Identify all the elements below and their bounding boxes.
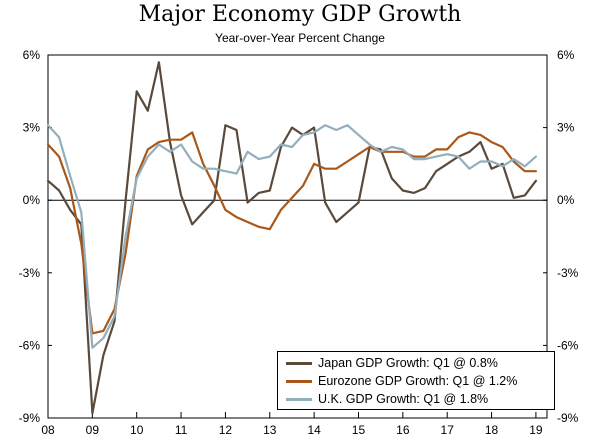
legend-item-japan: Japan GDP Growth: Q1 @ 0.8% [286,354,554,372]
x-tick-label: 08 [41,423,55,437]
y-tick-label-right: 0% [557,193,575,207]
legend-swatch-japan [286,361,312,365]
x-tick-label: 16 [396,423,410,437]
x-tick-label: 18 [485,423,499,437]
x-tick-label: 12 [219,423,233,437]
legend-item-eurozone: Eurozone GDP Growth: Q1 @ 1.2% [286,372,554,390]
legend-swatch-uk [286,397,312,401]
y-tick-label-right: 3% [557,121,575,135]
legend-swatch-eurozone [286,379,312,383]
y-tick-label-left: 6% [23,48,41,62]
y-tick-label-left: -6% [19,338,41,352]
x-tick-label: 14 [307,423,321,437]
chart-title: Major Economy GDP Growth [138,2,462,27]
x-tick-label: 15 [352,423,366,437]
x-tick-label: 10 [130,423,144,437]
x-tick-label: 19 [529,423,543,437]
legend-label-eurozone: Eurozone GDP Growth: Q1 @ 1.2% [318,374,518,388]
series-line-uk [46,124,538,349]
legend-item-uk: U.K. GDP Growth: Q1 @ 1.8% [286,390,554,408]
y-tick-label-right: -9% [557,411,579,425]
chart-subtitle: Year-over-Year Percent Change [215,31,385,45]
legend: Japan GDP Growth: Q1 @ 0.8% Eurozone GDP… [277,351,555,410]
y-tick-label-right: -3% [557,266,579,280]
x-tick-label: 09 [86,423,100,437]
y-tick-label-left: -9% [19,411,41,425]
y-tick-label-left: 3% [23,121,41,135]
y-tick-label-right: 6% [557,48,575,62]
y-tick-label-right: -6% [557,338,579,352]
plot-frame [47,54,548,419]
legend-label-uk: U.K. GDP Growth: Q1 @ 1.8% [318,392,489,406]
legend-label-japan: Japan GDP Growth: Q1 @ 0.8% [318,356,498,370]
y-tick-label-left: 0% [23,193,41,207]
x-tick-label: 13 [263,423,277,437]
x-tick-label: 11 [175,423,188,437]
y-tick-label-left: -3% [19,266,41,280]
series-line-eurozone [46,131,538,335]
series-line-japan [46,61,538,415]
x-tick-label: 17 [441,423,455,437]
